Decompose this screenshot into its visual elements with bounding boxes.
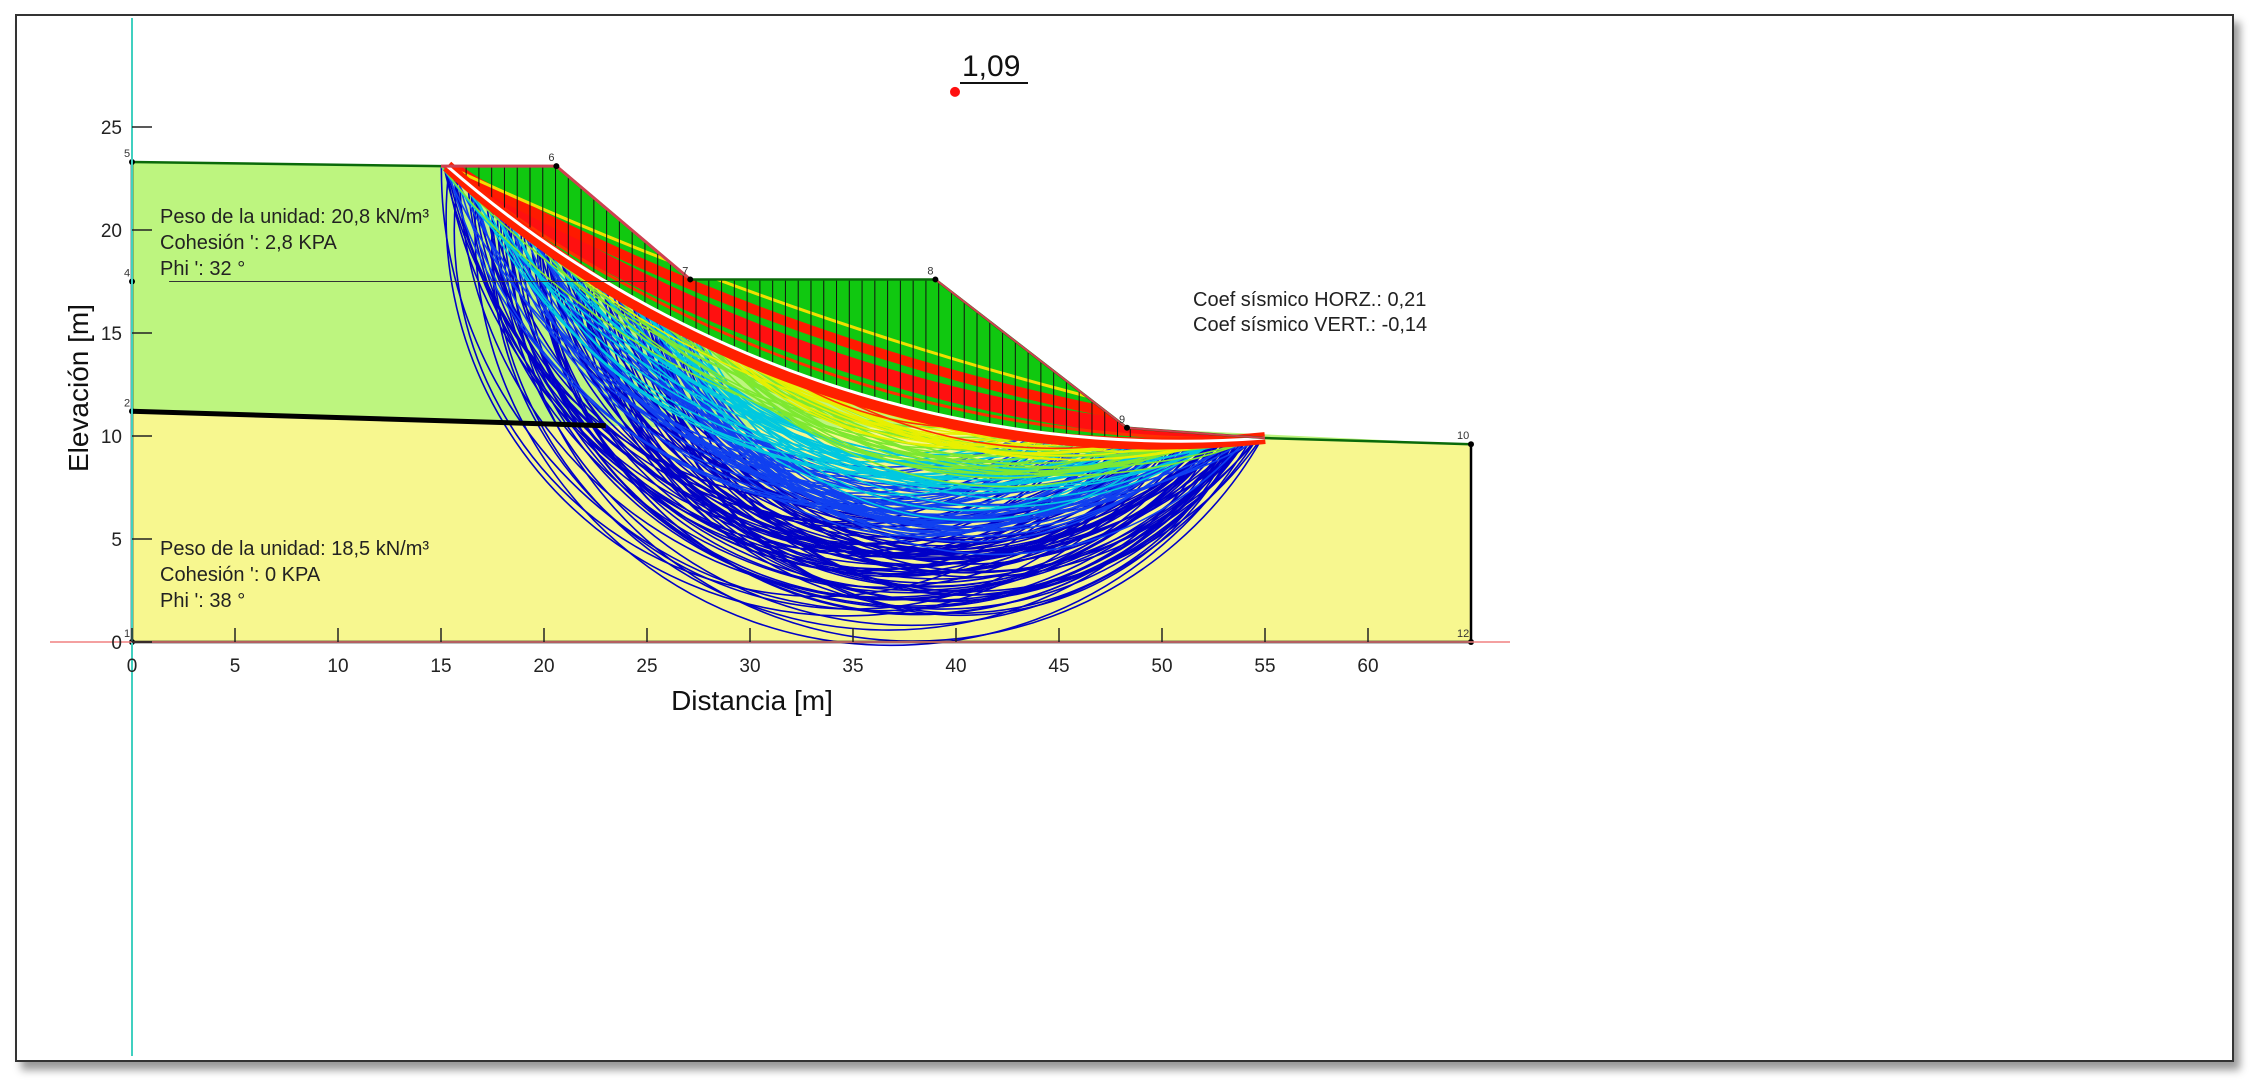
point-label: 2 (124, 397, 130, 409)
x-tick-label: 25 (636, 656, 657, 677)
point-label: 1 (124, 628, 130, 640)
slip-surface (474, 166, 1253, 647)
lower-material-phi: Phi ': 38 ° (160, 590, 245, 612)
critical-slip-surface (446, 165, 1266, 443)
slip-surface (653, 253, 1238, 614)
critical-band (443, 161, 1266, 450)
point-label: 5 (124, 148, 130, 160)
x-axis-label: Distancia [m] (671, 685, 833, 716)
y-tick-label: 15 (101, 324, 122, 345)
critical-center-marker (950, 86, 960, 97)
failure-mass (447, 166, 1265, 442)
slip-surface (480, 166, 1237, 556)
y-tick-label: 5 (111, 530, 122, 551)
lower-material-cohesion: Cohesión ': 0 KPA (160, 564, 321, 586)
point-label: 6 (548, 152, 554, 164)
y-tick-label: 10 (101, 427, 122, 448)
slip-surface (443, 165, 1154, 486)
x-tick-label: 40 (945, 656, 966, 677)
x-tick-label: 45 (1048, 656, 1069, 677)
upper-material-cohesion: Cohesión ': 2,8 KPA (160, 232, 338, 254)
x-tick-label: 55 (1254, 656, 1275, 677)
slip-surface (498, 165, 1203, 491)
y-axis-label: Elevación [m] (63, 304, 94, 472)
point-label: 9 (1119, 414, 1125, 426)
x-tick-label: 35 (842, 656, 863, 677)
point-marker (932, 276, 939, 283)
slip-surface (475, 165, 1221, 470)
point-marker (687, 276, 694, 283)
x-tick-label: 30 (739, 656, 760, 677)
x-tick-label: 10 (327, 656, 348, 677)
seismic-horizontal: Coef sísmico HORZ.: 0,21 (1193, 289, 1426, 311)
point-marker (1468, 441, 1474, 448)
slip-surface (668, 261, 1225, 565)
point-label: 8 (927, 265, 933, 277)
x-tick-label: 50 (1151, 656, 1172, 677)
x-tick-label: 60 (1357, 656, 1378, 677)
point-marker (1123, 424, 1130, 431)
slip-surface-band (447, 166, 1265, 441)
x-tick-label: 5 (230, 656, 241, 677)
lower-material-weight: Peso de la unidad: 18,5 kN/m³ (160, 538, 429, 560)
point-label: 4 (124, 268, 130, 280)
point-label: 12 (1457, 628, 1469, 640)
upper-material-phi: Phi ': 32 ° (160, 258, 245, 280)
point-marker (553, 163, 560, 170)
x-tick-label: 0 (127, 656, 138, 677)
y-tick-label: 0 (111, 633, 122, 654)
upper-material-weight: Peso de la unidad: 20,8 kN/m³ (160, 206, 429, 228)
point-label: 7 (682, 265, 688, 277)
factor-of-safety-label: 1,09 (962, 50, 1020, 83)
y-tick-label: 20 (101, 221, 122, 242)
point-label: 10 (1457, 430, 1469, 442)
slip-surface (502, 166, 1122, 510)
slip-surface (541, 165, 1239, 615)
seismic-vertical: Coef sísmico VERT.: -0,14 (1193, 314, 1427, 336)
x-tick-label: 20 (533, 656, 554, 677)
x-tick-label: 15 (430, 656, 451, 677)
layer-interface (131, 408, 606, 429)
y-tick-label: 25 (101, 118, 122, 139)
slip-surface (445, 166, 1250, 573)
